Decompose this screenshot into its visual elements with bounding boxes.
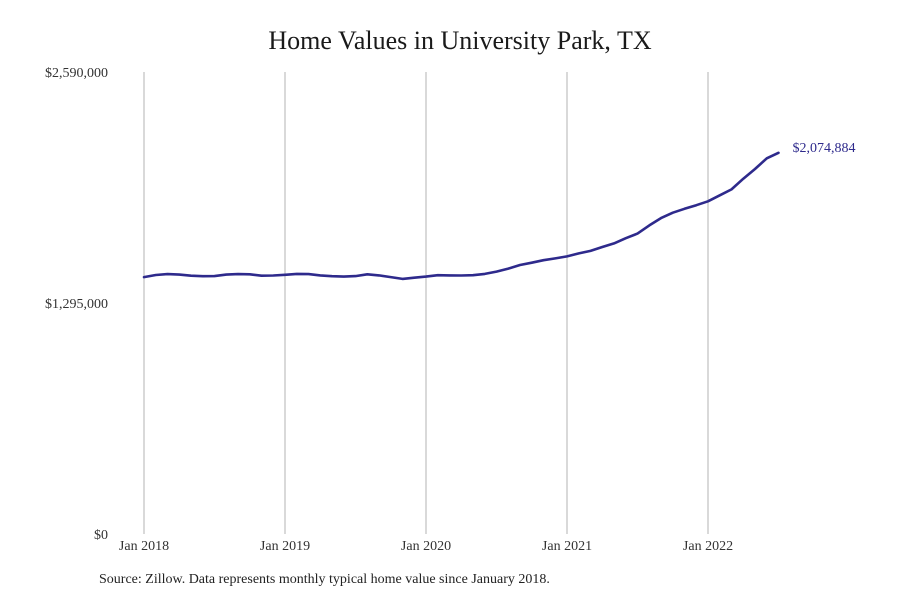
end-value-label: $2,074,884 (793, 141, 856, 156)
source-note: Source: Zillow. Data represents monthly … (99, 572, 550, 587)
series (142, 151, 780, 281)
x-tick-label: Jan 2019 (260, 539, 310, 554)
x-tick-label: Jan 2020 (401, 539, 451, 554)
y-tick-label: $0 (94, 528, 108, 543)
y-axis: $0 $1,295,000 $2,590,000 (45, 66, 108, 543)
annotations: $2,074,884 (793, 141, 856, 156)
y-tick-label: $2,590,000 (45, 66, 108, 81)
x-tick-label: Jan 2021 (542, 539, 592, 554)
chart-title: Home Values in University Park, TX (268, 26, 652, 55)
grid-lines (143, 72, 709, 534)
y-tick-label: $1,295,000 (45, 297, 108, 312)
x-tick-label: Jan 2018 (119, 539, 169, 554)
x-tick-label: Jan 2022 (683, 539, 733, 554)
series-line (142, 151, 780, 281)
x-axis: Jan 2018 Jan 2019 Jan 2020 Jan 2021 Jan 2022 (119, 539, 733, 554)
